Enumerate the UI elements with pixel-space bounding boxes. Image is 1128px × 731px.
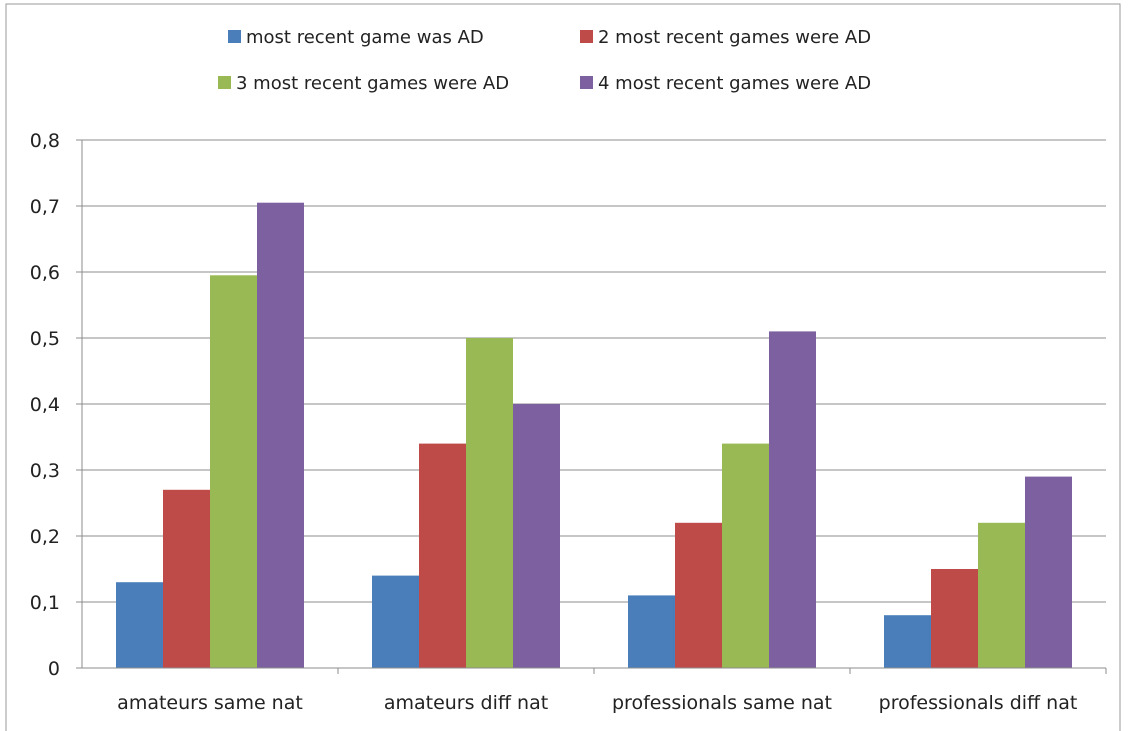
legend: most recent game was AD 2 most recent gam… [218, 27, 871, 94]
bar [884, 615, 931, 668]
x-category-label: professionals diff nat [879, 692, 1078, 714]
bar [769, 331, 816, 668]
y-tick-label: 0,2 [30, 526, 60, 548]
y-tick-label: 0 [48, 658, 60, 680]
y-tick-label: 0,3 [30, 460, 60, 482]
y-tick-label: 0,5 [30, 328, 60, 350]
y-tick-label: 0,4 [30, 394, 60, 416]
legend-swatch [580, 76, 593, 89]
chart-frame [5, 3, 1121, 731]
bars [116, 202, 1072, 668]
bar [372, 575, 419, 668]
bar [978, 522, 1025, 668]
y-tick-label: 0,6 [30, 262, 60, 284]
bar [1025, 476, 1072, 668]
bar [257, 202, 304, 668]
bar [513, 404, 560, 668]
legend-label: 4 most recent games were AD [598, 73, 871, 94]
x-category-label: professionals same nat [612, 692, 832, 714]
legend-swatch [580, 30, 593, 43]
bar [722, 443, 769, 668]
bar [116, 582, 163, 668]
bar [675, 522, 722, 668]
bar [628, 595, 675, 668]
legend-swatch [228, 30, 241, 43]
bar [163, 489, 210, 668]
bar [931, 569, 978, 668]
legend-label: 3 most recent games were AD [236, 73, 509, 94]
bar [466, 338, 513, 668]
legend-swatch [218, 76, 231, 89]
x-category-label: amateurs same nat [117, 692, 303, 714]
y-tick-label: 0,8 [30, 130, 60, 152]
bar [419, 443, 466, 668]
x-category-label: amateurs diff nat [384, 692, 548, 714]
legend-label: most recent game was AD [246, 27, 484, 48]
y-tick-label: 0,1 [30, 592, 60, 614]
legend-label: 2 most recent games were AD [598, 27, 871, 48]
axes: 0 0,1 0,2 0,3 0,4 0,5 0,6 0,7 0,8 amateurs same n… [30, 130, 1107, 714]
y-tick-label: 0,7 [30, 196, 60, 218]
bar [210, 275, 257, 668]
